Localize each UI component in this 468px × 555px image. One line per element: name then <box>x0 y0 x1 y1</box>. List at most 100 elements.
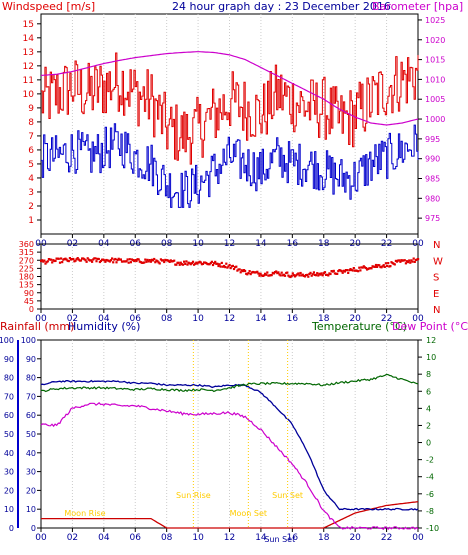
direction-point <box>316 272 319 275</box>
hum-axis-title: Humidity (%) <box>68 320 140 333</box>
temp-ytick-label: -6 <box>426 490 434 499</box>
rain-ytick-label: 40 <box>4 449 14 458</box>
direction-point <box>178 263 181 266</box>
direction-point <box>126 258 129 261</box>
direction-point <box>332 269 335 272</box>
moon-set-label: Moon Set <box>230 509 267 518</box>
dir-panel-xtick-label: 06 <box>130 314 142 324</box>
direction-point <box>340 270 343 273</box>
temp-panel-xtick-label: 04 <box>98 533 110 543</box>
direction-point <box>57 257 60 260</box>
temp-ytick-label: 2 <box>426 421 431 430</box>
direction-point <box>138 260 141 263</box>
wind-ytick-label: 10 <box>23 90 35 100</box>
direction-point <box>84 259 87 262</box>
hum-ytick-label: 70 <box>26 392 36 401</box>
direction-point <box>99 259 103 263</box>
direction-point <box>208 263 211 266</box>
temp-panel-xtick-label: 14 <box>255 533 267 543</box>
direction-point <box>79 259 83 262</box>
direction-point <box>50 258 53 261</box>
rain-ytick-label: 100 <box>0 336 14 345</box>
wind-axis-title: Windspeed [m/s] <box>2 0 95 13</box>
dir-ytick-label: 315 <box>19 248 34 257</box>
baro-ytick-label: 975 <box>425 214 440 223</box>
hum-ytick-label: 80 <box>26 374 36 383</box>
direction-point <box>71 258 74 261</box>
temp-ytick-label: 6 <box>426 387 431 396</box>
direction-point <box>108 260 111 263</box>
direction-point <box>250 271 253 274</box>
dewpoint-series-line <box>40 401 419 530</box>
direction-point <box>319 273 322 276</box>
direction-point <box>409 261 412 264</box>
direction-point <box>364 267 368 270</box>
direction-point <box>347 271 350 274</box>
rain-ytick-label: 30 <box>4 468 14 477</box>
direction-point <box>301 273 304 276</box>
dir-panel-xtick-label: 02 <box>67 314 78 324</box>
direction-point <box>174 263 177 266</box>
direction-point <box>256 270 259 273</box>
wind-ytick-label: 15 <box>23 20 34 30</box>
direction-point <box>205 262 208 265</box>
hum-ytick-label: 60 <box>26 411 36 420</box>
dir-panel-xtick-label: 16 <box>287 314 299 324</box>
direction-point <box>173 259 176 262</box>
direction-point <box>393 263 396 266</box>
hum-ytick-label: 40 <box>26 449 36 458</box>
temp-ytick-label: -8 <box>426 507 434 516</box>
direction-point <box>65 258 68 261</box>
wind-ytick-label: 6 <box>28 146 34 156</box>
direction-point <box>329 272 332 276</box>
direction-point <box>128 258 131 261</box>
direction-point <box>346 269 349 272</box>
dir-panel-xtick-label: 12 <box>224 314 235 324</box>
direction-point <box>60 257 63 260</box>
direction-point <box>352 267 355 270</box>
direction-point <box>407 261 410 264</box>
temp-panel-xtick-label: 06 <box>130 533 142 543</box>
direction-point <box>292 274 295 277</box>
temp-ytick-label: 0 <box>426 439 431 448</box>
rainfall-series-line <box>41 501 419 529</box>
direction-point <box>244 269 247 273</box>
temp-ytick-label: -2 <box>426 456 434 465</box>
direction-point <box>72 257 75 261</box>
direction-point <box>211 263 215 267</box>
direction-point <box>114 257 117 261</box>
direction-point <box>299 271 302 275</box>
direction-point <box>209 261 212 265</box>
direction-point <box>199 261 202 264</box>
direction-point <box>279 274 282 277</box>
direction-point <box>310 274 313 277</box>
direction-point <box>307 275 310 278</box>
direction-point <box>123 260 126 263</box>
direction-point <box>215 262 218 265</box>
direction-point <box>280 271 283 274</box>
hum-ytick-label: 100 <box>21 336 36 345</box>
direction-point <box>370 267 373 270</box>
hum-ytick-label: 20 <box>26 486 36 495</box>
direction-point <box>164 258 167 261</box>
direction-point <box>177 261 180 264</box>
direction-point <box>119 258 122 261</box>
direction-point <box>210 260 213 263</box>
rain-ytick-label: 10 <box>4 505 14 514</box>
direction-point <box>191 260 195 263</box>
barometer-series-line <box>40 51 419 126</box>
dir-panel-xtick-label: 18 <box>318 314 330 324</box>
direction-point <box>43 259 46 262</box>
direction-point <box>291 272 294 275</box>
hum-ytick-label: 0 <box>31 524 36 533</box>
direction-point <box>156 260 159 263</box>
direction-point <box>227 265 230 268</box>
hum-ytick-label: 30 <box>26 468 36 477</box>
direction-point <box>359 269 362 272</box>
wind-ytick-label: 2 <box>28 202 34 212</box>
direction-point <box>258 274 261 277</box>
direction-point <box>246 273 249 276</box>
wind-ytick-label: 9 <box>28 104 34 114</box>
dir-panel-xtick-label: 08 <box>161 314 173 324</box>
direction-point <box>168 260 171 263</box>
